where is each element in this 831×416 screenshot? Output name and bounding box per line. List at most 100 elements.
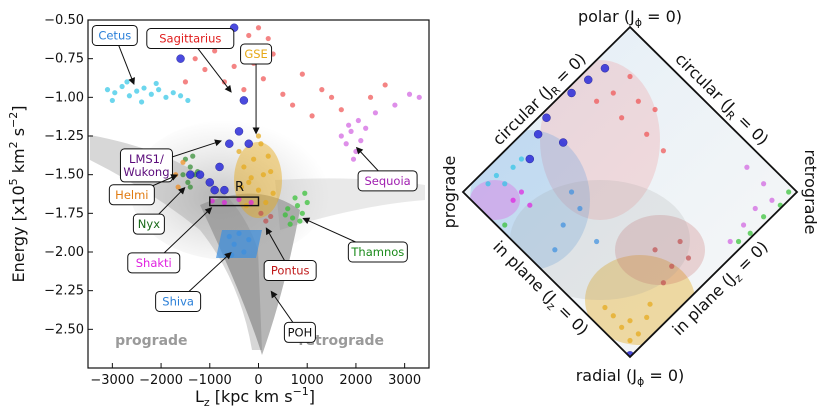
diamond-cetus-point-2	[502, 181, 508, 187]
diamond-gse-point-4	[644, 314, 650, 320]
annotation-label-thamnos: Thamnos	[350, 245, 404, 259]
annotation-arrowhead-lms1-wukong	[214, 139, 222, 147]
nyx-point-6	[180, 172, 186, 178]
annotation-arrowhead-sequoia	[355, 146, 364, 155]
sequoia-point-1	[343, 141, 349, 147]
annotation-arrowhead-helmi	[170, 174, 179, 181]
shiva-point-2	[236, 230, 242, 237]
energy-lz-panel: R prograde retrograde Cetus Sagittarius GS…	[7, 13, 430, 409]
annotation-arrowhead-thamnos	[302, 217, 311, 225]
shakti-wash	[470, 180, 520, 220]
shakti-point-3	[248, 199, 254, 206]
diamond-cetus-point-4	[485, 181, 491, 187]
annotation-sequoia: Sequoia	[355, 146, 418, 192]
x-tick-label-6: 3000	[388, 373, 421, 388]
diamond-thamnos-point-3	[786, 189, 792, 195]
thamnos-point-3	[299, 210, 305, 216]
thamnos-point-8	[282, 212, 288, 218]
diamond-sagittarius-point-2	[635, 98, 641, 104]
sagittarius-point-5	[241, 87, 247, 93]
diamond-shiva-point-3	[594, 238, 600, 245]
pontus-point-0	[258, 210, 264, 216]
gse-point-9	[258, 141, 264, 147]
annotation-label-nyx: Nyx	[138, 217, 160, 231]
shiva-point-3	[241, 249, 247, 255]
diamond-sequoia-point-4	[769, 197, 775, 203]
diamond-pontus-point-1	[669, 263, 675, 269]
annotation-poh: POH	[270, 290, 316, 343]
diamond-sagittarius-point-4	[644, 131, 650, 137]
annotation-label-shiva: Shiva	[162, 294, 194, 308]
thamnos-point-0	[285, 206, 291, 212]
sequoia-point-5	[363, 125, 369, 131]
gse-point-14	[248, 175, 254, 181]
sagittarius-point-17	[265, 35, 271, 42]
thamnos-point-5	[287, 221, 293, 227]
cetus-point-3	[126, 93, 133, 99]
x-tick-label-2: −1000	[188, 373, 232, 388]
nyx-point-3	[185, 179, 191, 185]
diamond-gse-point-0	[619, 324, 625, 330]
lms1-wukong-point-8	[186, 170, 195, 179]
diamond-thamnos-point-2	[747, 230, 753, 236]
diamond-lms1-wukong-point-0	[533, 130, 543, 139]
diamond-shakti-point-2	[527, 202, 533, 208]
annotation-shakti: Shakti	[127, 207, 213, 274]
gse-point-13	[255, 133, 262, 139]
sagittarius-point-0	[192, 56, 198, 62]
helmi-point-2	[175, 184, 181, 190]
sagittarius-point-12	[309, 113, 315, 119]
left-scatter-points	[104, 23, 422, 258]
sagittarius-point-15	[338, 107, 344, 113]
pontus-point-1	[263, 218, 269, 224]
diamond-gse-point-2	[627, 318, 633, 324]
action-diamond-panel: polar (Jϕ = 0) radial (Jϕ = 0) prograde …	[440, 7, 820, 388]
diamond-pontus-point-3	[660, 280, 667, 286]
left-axis-ticks: −3000 −2000 −1000 0 1000 2000 3000 −0.50 −0.75 −1…	[44, 13, 421, 388]
sequoia-point-10	[392, 102, 398, 108]
sagittarius-point-13	[319, 87, 325, 93]
annotation-box-thamnos	[347, 241, 408, 263]
shiva-point-0	[226, 233, 232, 240]
cetus-point-13	[124, 79, 130, 85]
annotation-box-helmi	[108, 184, 155, 206]
sequoia-point-8	[355, 117, 361, 124]
diamond-lms1-wukong-point-1	[542, 113, 551, 122]
sequoia-point-7	[346, 122, 352, 128]
annotation-lms1-wukong: LMS1/Wukong	[119, 139, 222, 183]
diamond-gse-point-5	[627, 337, 633, 344]
annotation-label-gse: GSE	[244, 47, 267, 61]
diamond-sequoia-point-1	[752, 205, 758, 212]
sagittarius-point-7	[260, 76, 266, 82]
annotation-arrowhead-poh	[270, 290, 278, 299]
thamnos-point-2	[294, 203, 301, 209]
thamnos-point-6	[292, 195, 298, 201]
sagittarius-point-3	[221, 79, 227, 85]
watermark-prograde: prograde	[115, 333, 187, 349]
annotation-box-poh	[283, 321, 316, 343]
sequoia-point-4	[358, 138, 364, 144]
diamond-lms1-wukong-point-3	[584, 75, 593, 85]
gse-point-3	[251, 156, 257, 162]
thamnos-point-7	[297, 218, 303, 224]
x-tick-label-5: 2000	[339, 373, 372, 388]
y-tick-label-1: −0.75	[44, 52, 84, 67]
diamond-thamnos-point-4	[735, 238, 742, 245]
annotation-arrowhead-shiva	[224, 252, 232, 260]
lms1-wukong-point-0	[215, 162, 224, 172]
x-axis-label: Lz [kpc km s−1]	[195, 385, 315, 409]
shakti-point-2	[236, 196, 242, 203]
y-tick-label-4: −1.50	[44, 168, 84, 183]
y-tick-label-3: −1.25	[44, 129, 84, 144]
lms1-wukong-point-6	[239, 96, 249, 105]
gse-point-11	[238, 184, 245, 190]
sagittarius-point-9	[280, 91, 286, 97]
diamond-thamnos-point-0	[761, 214, 767, 220]
cetus-point-8	[163, 94, 169, 100]
x-tick-label-3: 0	[254, 373, 262, 388]
diamond-pontus-point-2	[677, 238, 683, 245]
shiva-point-4	[246, 237, 252, 243]
diamond-lms1-wukong-point-5	[600, 64, 610, 73]
sagittarius-wash	[540, 60, 660, 220]
diamond-shakti-point-0	[518, 189, 525, 195]
